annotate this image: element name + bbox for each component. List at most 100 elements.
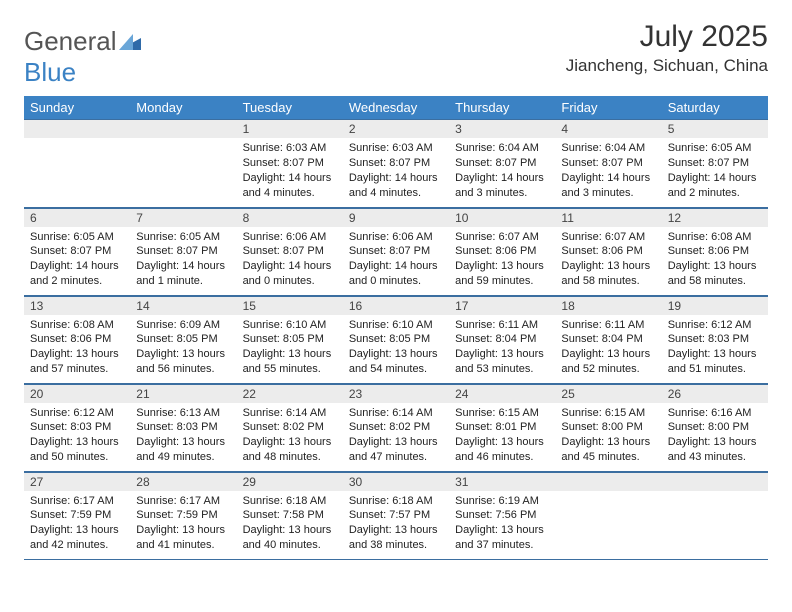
weekday-header: Tuesday [237,96,343,119]
day-number: 8 [237,208,343,227]
day-body: Sunrise: 6:11 AMSunset: 8:04 PMDaylight:… [555,315,661,381]
day-body: Sunrise: 6:14 AMSunset: 8:02 PMDaylight:… [343,403,449,469]
day-cell: 24Sunrise: 6:15 AMSunset: 8:01 PMDayligh… [449,383,555,471]
daylight-text: Daylight: 13 hours and 40 minutes. [243,523,337,553]
daylight-text: Daylight: 13 hours and 58 minutes. [561,259,655,289]
day-number: 18 [555,296,661,315]
sunset-text: Sunset: 7:59 PM [30,508,124,523]
location: Jiancheng, Sichuan, China [566,56,768,76]
sunset-text: Sunset: 8:06 PM [561,244,655,259]
day-cell: 4Sunrise: 6:04 AMSunset: 8:07 PMDaylight… [555,119,661,207]
day-body: Sunrise: 6:13 AMSunset: 8:03 PMDaylight:… [130,403,236,469]
sunrise-text: Sunrise: 6:05 AM [668,141,762,156]
sunset-text: Sunset: 8:07 PM [243,156,337,171]
day-number: 2 [343,119,449,138]
daylight-text: Daylight: 14 hours and 2 minutes. [30,259,124,289]
calendar-week-row: 20Sunrise: 6:12 AMSunset: 8:03 PMDayligh… [24,383,768,471]
day-number: 26 [662,384,768,403]
day-body: Sunrise: 6:12 AMSunset: 8:03 PMDaylight:… [662,315,768,381]
sunset-text: Sunset: 8:03 PM [668,332,762,347]
weekday-header: Sunday [24,96,130,119]
daylight-text: Daylight: 13 hours and 51 minutes. [668,347,762,377]
title-block: July 2025 Jiancheng, Sichuan, China [566,20,768,76]
sunset-text: Sunset: 8:04 PM [561,332,655,347]
day-cell: 17Sunrise: 6:11 AMSunset: 8:04 PMDayligh… [449,295,555,383]
daylight-text: Daylight: 14 hours and 3 minutes. [561,171,655,201]
day-number: 13 [24,296,130,315]
sunrise-text: Sunrise: 6:04 AM [455,141,549,156]
calendar-week-row: 1Sunrise: 6:03 AMSunset: 8:07 PMDaylight… [24,119,768,207]
sunrise-text: Sunrise: 6:14 AM [243,406,337,421]
day-number: 14 [130,296,236,315]
day-number: 5 [662,119,768,138]
day-body: Sunrise: 6:05 AMSunset: 8:07 PMDaylight:… [24,227,130,293]
day-cell: 1Sunrise: 6:03 AMSunset: 8:07 PMDaylight… [237,119,343,207]
daylight-text: Daylight: 13 hours and 37 minutes. [455,523,549,553]
day-body: Sunrise: 6:08 AMSunset: 8:06 PMDaylight:… [24,315,130,381]
sunrise-text: Sunrise: 6:06 AM [243,230,337,245]
day-body: Sunrise: 6:18 AMSunset: 7:58 PMDaylight:… [237,491,343,557]
sunrise-text: Sunrise: 6:18 AM [243,494,337,509]
sunset-text: Sunset: 7:57 PM [349,508,443,523]
day-body: Sunrise: 6:10 AMSunset: 8:05 PMDaylight:… [343,315,449,381]
sunrise-text: Sunrise: 6:10 AM [349,318,443,333]
sunrise-text: Sunrise: 6:11 AM [561,318,655,333]
sunset-text: Sunset: 8:07 PM [136,244,230,259]
day-number: 23 [343,384,449,403]
sunrise-text: Sunrise: 6:04 AM [561,141,655,156]
daylight-text: Daylight: 13 hours and 42 minutes. [30,523,124,553]
daylight-text: Daylight: 14 hours and 2 minutes. [668,171,762,201]
day-number [662,472,768,491]
day-cell: 3Sunrise: 6:04 AMSunset: 8:07 PMDaylight… [449,119,555,207]
day-cell: 2Sunrise: 6:03 AMSunset: 8:07 PMDaylight… [343,119,449,207]
daylight-text: Daylight: 13 hours and 43 minutes. [668,435,762,465]
day-number: 9 [343,208,449,227]
day-cell: 30Sunrise: 6:18 AMSunset: 7:57 PMDayligh… [343,471,449,559]
day-number: 25 [555,384,661,403]
day-body: Sunrise: 6:06 AMSunset: 8:07 PMDaylight:… [343,227,449,293]
weekday-header: Friday [555,96,661,119]
day-number [555,472,661,491]
day-cell: 23Sunrise: 6:14 AMSunset: 8:02 PMDayligh… [343,383,449,471]
day-cell: 7Sunrise: 6:05 AMSunset: 8:07 PMDaylight… [130,207,236,295]
daylight-text: Daylight: 14 hours and 4 minutes. [243,171,337,201]
sunset-text: Sunset: 8:07 PM [349,156,443,171]
daylight-text: Daylight: 14 hours and 3 minutes. [455,171,549,201]
day-body: Sunrise: 6:06 AMSunset: 8:07 PMDaylight:… [237,227,343,293]
day-cell: 16Sunrise: 6:10 AMSunset: 8:05 PMDayligh… [343,295,449,383]
weekday-row: Sunday Monday Tuesday Wednesday Thursday… [24,96,768,119]
sunrise-text: Sunrise: 6:16 AM [668,406,762,421]
day-body: Sunrise: 6:12 AMSunset: 8:03 PMDaylight:… [24,403,130,469]
sunrise-text: Sunrise: 6:03 AM [349,141,443,156]
sunrise-text: Sunrise: 6:12 AM [30,406,124,421]
sunset-text: Sunset: 8:06 PM [668,244,762,259]
day-cell: 25Sunrise: 6:15 AMSunset: 8:00 PMDayligh… [555,383,661,471]
daylight-text: Daylight: 13 hours and 46 minutes. [455,435,549,465]
day-number: 7 [130,208,236,227]
day-number: 30 [343,472,449,491]
daylight-text: Daylight: 13 hours and 47 minutes. [349,435,443,465]
day-number: 28 [130,472,236,491]
sunset-text: Sunset: 8:07 PM [243,244,337,259]
daylight-text: Daylight: 14 hours and 1 minute. [136,259,230,289]
day-body: Sunrise: 6:04 AMSunset: 8:07 PMDaylight:… [449,138,555,204]
day-cell [24,119,130,207]
day-body: Sunrise: 6:16 AMSunset: 8:00 PMDaylight:… [662,403,768,469]
sunset-text: Sunset: 8:05 PM [349,332,443,347]
day-cell: 11Sunrise: 6:07 AMSunset: 8:06 PMDayligh… [555,207,661,295]
day-cell: 8Sunrise: 6:06 AMSunset: 8:07 PMDaylight… [237,207,343,295]
day-cell: 27Sunrise: 6:17 AMSunset: 7:59 PMDayligh… [24,471,130,559]
day-body: Sunrise: 6:17 AMSunset: 7:59 PMDaylight:… [130,491,236,557]
sunrise-text: Sunrise: 6:09 AM [136,318,230,333]
sunrise-text: Sunrise: 6:13 AM [136,406,230,421]
day-cell: 22Sunrise: 6:14 AMSunset: 8:02 PMDayligh… [237,383,343,471]
day-cell: 14Sunrise: 6:09 AMSunset: 8:05 PMDayligh… [130,295,236,383]
calendar-table: Sunday Monday Tuesday Wednesday Thursday… [24,96,768,560]
day-body: Sunrise: 6:07 AMSunset: 8:06 PMDaylight:… [449,227,555,293]
day-number: 10 [449,208,555,227]
sunrise-text: Sunrise: 6:08 AM [30,318,124,333]
sunset-text: Sunset: 8:01 PM [455,420,549,435]
weekday-header: Saturday [662,96,768,119]
daylight-text: Daylight: 13 hours and 53 minutes. [455,347,549,377]
day-body: Sunrise: 6:18 AMSunset: 7:57 PMDaylight:… [343,491,449,557]
